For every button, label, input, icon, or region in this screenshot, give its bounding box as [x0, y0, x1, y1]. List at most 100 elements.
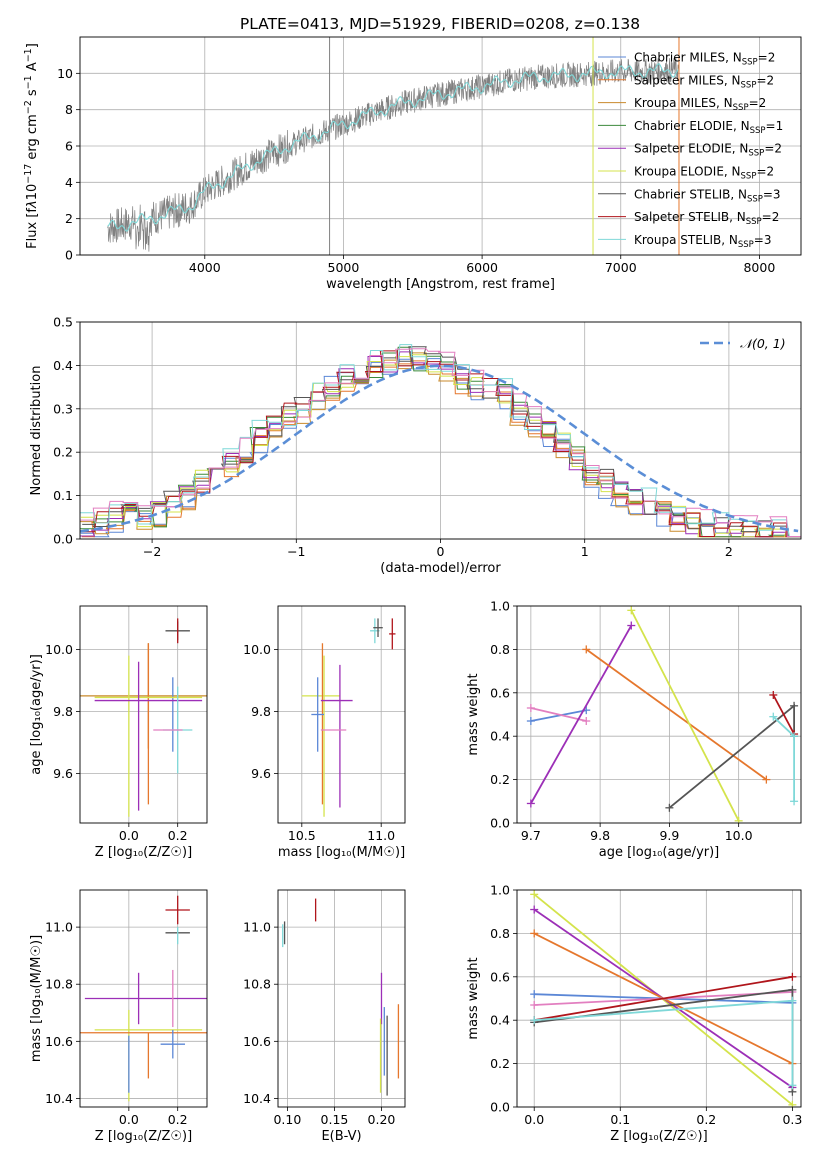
panel-mass-vs-EBV: 0.10 0.15 0.20 10.4 10.6 10.8 11.0 E(B-V) — [243, 889, 406, 1144]
x-tick-label: 11.0 — [367, 828, 395, 843]
plot-area — [80, 618, 207, 817]
y-tick-label: 2 — [65, 211, 73, 226]
legend-label-text: Salpeter ELODIE, N — [634, 142, 748, 156]
y-axis-label: mass weight — [466, 957, 481, 1039]
panel-age-vs-Z: 0.0 0.2 9.6 9.8 10.0 Z [log₁₀(Z/Z☉)] age [log₁… — [29, 605, 208, 860]
y-tick-label: 10.8 — [243, 977, 271, 992]
y-tick-label: 0.2 — [53, 445, 73, 460]
y-axis-label: Flux [fλ10−17 erg cm−2 s−1 A−1] — [23, 43, 40, 249]
y-tick-label: 0.0 — [490, 1100, 510, 1115]
panel-mass-vs-Z: 0.0 0.2 10.4 10.6 10.8 11.0 Z [log₁₀(Z/Z☉)] mas… — [29, 889, 208, 1144]
y-label-part: −17 — [23, 164, 34, 184]
y-tick-label: 0.5 — [53, 315, 73, 330]
x-tick-label: −2 — [143, 544, 161, 559]
y-label-part: −1 — [23, 75, 34, 89]
x-tick-label: 1 — [581, 544, 589, 559]
histogram-series — [81, 360, 801, 538]
legend-label: Chabrier STELIB, NSSP=3 — [634, 187, 781, 204]
histogram-series — [80, 350, 801, 538]
legend-label-text: Chabrier ELODIE, N — [634, 119, 750, 133]
y-tick-label: 0.8 — [490, 926, 510, 941]
x-tick-label: 9.9 — [659, 828, 679, 843]
legend-label-sub: SSP — [733, 103, 749, 113]
y-tick-label: 9.6 — [251, 766, 271, 781]
y-tick-label: 4 — [65, 175, 73, 190]
y-tick-label: 0.3 — [53, 401, 73, 416]
axes-frame — [79, 889, 208, 1108]
axes-frame — [79, 36, 802, 256]
legend-label: Chabrier ELODIE, NSSP=1 — [634, 119, 783, 136]
histogram-series — [80, 351, 801, 538]
plot-area — [530, 890, 797, 1107]
plot-area — [80, 895, 207, 1102]
spectrum-data-line — [107, 57, 680, 252]
y-tick-label: 0.2 — [490, 1056, 510, 1071]
axes-frame — [79, 605, 208, 824]
x-tick-label: 10.0 — [725, 828, 753, 843]
legend-label: Salpeter ELODIE, NSSP=2 — [634, 142, 782, 159]
x-tick-label: −1 — [287, 544, 305, 559]
x-tick-label: 5000 — [328, 260, 360, 275]
y-tick-label: 0.2 — [490, 772, 510, 787]
axes-frame — [516, 605, 802, 824]
histogram-series — [80, 346, 801, 538]
panel-mass-weight-vs-Z: 0.0 0.1 0.2 0.3 0.0 0.2 0.4 0.6 0.8 1.0 Z [log₁₀(Z… — [466, 883, 802, 1145]
y-label-part: −1 — [23, 48, 34, 62]
y-tick-label: 1.0 — [490, 599, 510, 614]
legend-label-sub: SSP — [750, 126, 766, 136]
y-tick-label: 8 — [65, 102, 73, 117]
y-tick-label: 10 — [57, 66, 73, 81]
weight-series-line — [530, 625, 633, 804]
legend-label-sub: SSP — [742, 58, 758, 68]
y-label-part: ] — [25, 43, 40, 48]
x-axis-label: wavelength [Angstrom, rest frame] — [326, 277, 555, 292]
x-tick-label: 0.20 — [368, 1112, 396, 1127]
y-tick-label: 0.4 — [53, 358, 73, 373]
y-label-part: −2 — [23, 100, 34, 114]
y-axis-label: Normed distribution — [29, 366, 44, 496]
legend-label-text: Salpeter STELIB, N — [634, 210, 746, 224]
y-tick-label: 0.6 — [490, 969, 510, 984]
y-label-part: λ — [25, 200, 40, 209]
axes-frame — [277, 605, 406, 824]
x-tick-label: 9.8 — [590, 828, 610, 843]
weight-series-line — [530, 709, 587, 722]
spectrum-model-line — [107, 63, 680, 232]
x-tick-label: 6000 — [466, 260, 498, 275]
legend-label-suffix: =2 — [758, 51, 776, 65]
legend-label-suffix: =1 — [766, 119, 784, 133]
y-tick-label: 10.6 — [45, 1034, 73, 1049]
x-tick-label: 0.0 — [119, 828, 139, 843]
y-tick-label: 0 — [65, 248, 73, 263]
weight-series-line — [630, 609, 740, 822]
y-tick-label: 0.4 — [490, 1013, 510, 1028]
legend-label-suffix: =2 — [749, 96, 767, 110]
legend-label-text: Chabrier STELIB, N — [634, 187, 747, 201]
y-tick-label: 10.4 — [45, 1091, 73, 1106]
y-label-part: Flux [f — [25, 208, 40, 249]
y-label-part: 10 — [25, 184, 40, 201]
y-tick-label: 10.0 — [45, 642, 73, 657]
x-tick-label: 0.2 — [168, 828, 188, 843]
histogram-series — [80, 348, 801, 537]
plot-area — [282, 898, 400, 1096]
legend-label-sub: SSP — [748, 149, 764, 159]
legend-label-sub: SSP — [746, 217, 762, 227]
x-tick-label: 8000 — [743, 260, 775, 275]
x-tick-label: 0.3 — [782, 1112, 802, 1127]
plot-area — [107, 37, 680, 255]
y-axis-label: age [log₁₀(age/yr)] — [29, 654, 44, 775]
x-tick-label: 4000 — [189, 260, 221, 275]
legend-label-sub: SSP — [741, 172, 757, 182]
legend-label-suffix: =3 — [763, 187, 781, 201]
histogram-series — [82, 346, 801, 538]
x-axis-label: Z [log₁₀(Z/Z☉)] — [610, 1129, 707, 1144]
x-tick-label: 0.2 — [696, 1112, 716, 1127]
y-tick-label: 10.0 — [243, 642, 271, 657]
normal-curve — [80, 364, 799, 533]
legend-label-text: Kroupa ELODIE, N — [634, 165, 741, 179]
y-tick-label: 0.1 — [53, 488, 73, 503]
legend-label-suffix: =2 — [764, 142, 782, 156]
y-tick-label: 1.0 — [490, 883, 510, 898]
